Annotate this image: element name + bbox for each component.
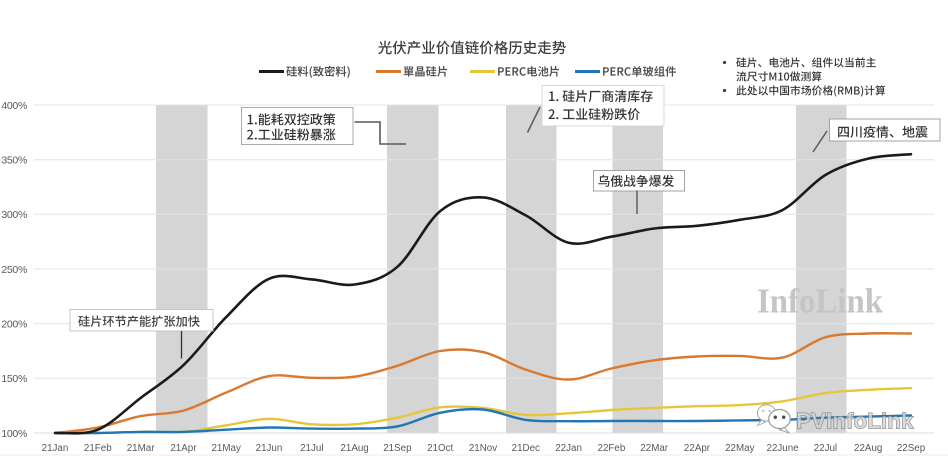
- svg-text:250%: 250%: [1, 264, 27, 276]
- svg-text:21Oct: 21Oct: [427, 443, 453, 454]
- svg-text:21Jan: 21Jan: [42, 443, 69, 454]
- svg-text:21Apr: 21Apr: [170, 443, 197, 454]
- svg-text:21Jul: 21Jul: [300, 443, 323, 454]
- svg-text:22Mar: 22Mar: [640, 443, 669, 454]
- svg-text:22Jan: 22Jan: [555, 443, 582, 454]
- svg-text:22May: 22May: [725, 443, 755, 454]
- svg-text:21Sep: 21Sep: [383, 443, 412, 454]
- svg-text:22Apr: 22Apr: [684, 443, 711, 454]
- svg-text:200%: 200%: [1, 319, 27, 331]
- svg-text:22Aug: 22Aug: [854, 443, 882, 454]
- svg-text:PVInfoLink: PVInfoLink: [796, 409, 914, 434]
- svg-text:21Feb: 21Feb: [84, 443, 112, 454]
- svg-text:21Dec: 21Dec: [512, 443, 540, 454]
- svg-text:21Jun: 21Jun: [256, 443, 283, 454]
- svg-text:21Mar: 21Mar: [127, 443, 156, 454]
- svg-text:21Aug: 21Aug: [340, 443, 368, 454]
- svg-text:400%: 400%: [1, 100, 27, 112]
- svg-text:21Nov: 21Nov: [469, 443, 497, 454]
- svg-text:21May: 21May: [211, 443, 241, 454]
- svg-text:InfoLink: InfoLink: [757, 282, 883, 321]
- svg-text:100%: 100%: [1, 428, 27, 440]
- svg-text:22Jul: 22Jul: [814, 443, 837, 454]
- svg-text:350%: 350%: [1, 155, 27, 167]
- svg-text:150%: 150%: [1, 373, 27, 385]
- svg-text:22June: 22June: [767, 443, 800, 454]
- svg-text:300%: 300%: [1, 209, 27, 221]
- svg-text:22Feb: 22Feb: [598, 443, 626, 454]
- svg-text:22Sep: 22Sep: [897, 443, 926, 454]
